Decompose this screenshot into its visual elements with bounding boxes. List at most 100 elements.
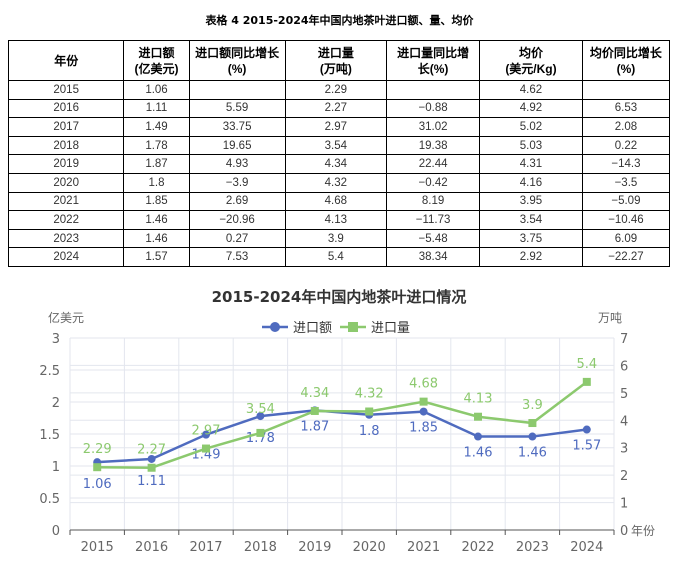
x-tick-label: 2017 — [189, 540, 222, 555]
legend-label: 进口额 — [293, 321, 332, 336]
table-cell: 6.09 — [581, 228, 671, 249]
x-tick-label: 2021 — [407, 540, 440, 555]
legend-marker — [270, 322, 280, 332]
table-row: 2024 1.57 7.53 5.4 38.34 2.92 −22.27 — [7, 247, 671, 267]
table-cell: −0.42 — [386, 172, 481, 193]
header-text: 进口额 — [138, 45, 175, 60]
table-row: 2023 1.46 0.27 3.9 −5.48 3.75 6.09 — [7, 228, 671, 249]
table-cell: 4.93 — [188, 154, 286, 174]
data-point — [256, 412, 265, 421]
header-text: 均价 — [518, 45, 543, 60]
data-label: 4.34 — [300, 386, 329, 401]
column-header: 年份 — [7, 40, 125, 81]
data-label: 1.8 — [359, 424, 380, 439]
legend-label: 进口量 — [371, 321, 410, 336]
column-header: 进口量 (万吨) — [284, 40, 388, 81]
x-tick-label: 2016 — [135, 540, 168, 555]
table-row: 2018 1.78 19.65 3.54 19.38 5.03 0.22 — [7, 135, 671, 156]
table-cell: 3.54 — [479, 210, 583, 230]
table-cell: 3.9 — [284, 228, 388, 249]
table-row: 2021 1.85 2.69 4.68 8.19 3.95 −5.09 — [7, 191, 671, 212]
x-tick-label: 2020 — [353, 540, 386, 555]
table-cell: 7.53 — [188, 247, 286, 267]
table-cell: 2.92 — [479, 247, 583, 267]
x-tick-label: 2024 — [570, 540, 603, 555]
table-cell: 4.92 — [479, 98, 583, 119]
x-tick-label: 2018 — [244, 540, 277, 555]
import-table: 年份 进口额 (亿美元) 进口额同比增长 (%) 进口量 (万吨) 进口量同比增 长(%) 均价(… — [7, 40, 671, 267]
table-cell: 1.06 — [123, 80, 190, 100]
table-cell: 3.54 — [284, 135, 388, 156]
data-point — [582, 377, 591, 386]
y2-tick-label: 5 — [620, 387, 628, 402]
data-label: 4.13 — [464, 392, 493, 407]
table-cell — [386, 80, 481, 100]
data-label: 1.11 — [137, 474, 166, 489]
table-cell: 1.46 — [123, 228, 190, 249]
data-label: 3.54 — [246, 402, 275, 417]
table-cell: 4.34 — [284, 154, 388, 174]
data-label: 2.27 — [137, 443, 166, 458]
table-cell: 1.85 — [123, 191, 190, 212]
table-cell: 4.13 — [284, 210, 388, 230]
y2-tick-label: 2 — [620, 469, 628, 484]
table-cell: 2021 — [7, 191, 125, 212]
data-label: 1.85 — [409, 421, 438, 436]
y-tick-label: 0 — [52, 524, 60, 539]
table-cell: 3.95 — [479, 191, 583, 212]
data-point — [528, 432, 537, 441]
table-cell: 2020 — [7, 172, 125, 193]
table-cell: −3.5 — [581, 172, 671, 193]
table-cell: −14.3 — [581, 154, 671, 174]
x-tick-label: 2015 — [81, 540, 114, 555]
y2-axis-label: 万吨 — [598, 311, 622, 325]
y2-tick-label: 4 — [620, 414, 628, 429]
column-header: 均价同比增长 (%) — [581, 40, 671, 81]
y-tick-label: 1 — [52, 460, 60, 475]
data-label: 2.29 — [83, 442, 112, 457]
data-point — [474, 412, 482, 421]
table-cell: −20.96 — [188, 210, 286, 230]
data-point — [310, 406, 319, 415]
table-cell: −22.27 — [581, 247, 671, 267]
table-cell: 5.03 — [479, 135, 583, 156]
table-row: 2020 1.8 −3.9 4.32 −0.42 4.16 −3.5 — [7, 172, 671, 193]
table-cell: 2.29 — [284, 80, 388, 100]
table-cell: 4.68 — [284, 191, 388, 212]
column-header: 进口量同比增 长(%) — [386, 40, 481, 81]
y-tick-label: 3 — [52, 332, 60, 347]
table-cell: 5.02 — [479, 117, 583, 137]
table-cell: −11.73 — [386, 210, 481, 230]
data-label: 4.68 — [409, 377, 438, 392]
header-text: (美元/Kg) — [505, 61, 557, 76]
table-cell: −5.09 — [581, 191, 671, 212]
table-cell: −5.48 — [386, 228, 481, 249]
data-point — [474, 432, 482, 441]
table-cell: 1.87 — [123, 154, 190, 174]
table-cell: 0.22 — [581, 135, 671, 156]
y-tick-label: 1.5 — [39, 428, 60, 443]
header-text: (%) — [616, 61, 636, 76]
table-cell: 1.49 — [123, 117, 190, 137]
table-cell: 2018 — [7, 135, 125, 156]
header-text: (亿美元) — [134, 61, 179, 76]
table-cell: 1.8 — [123, 172, 190, 193]
data-point — [202, 444, 210, 453]
x-tick-label: 2022 — [461, 540, 494, 555]
y2-tick-label: 0 — [620, 524, 628, 539]
data-label: 1.57 — [572, 439, 601, 454]
header-text: (万吨) — [319, 61, 352, 76]
data-point — [528, 419, 537, 428]
data-label: 1.46 — [464, 446, 493, 461]
y2-tick-label: 6 — [620, 359, 628, 374]
table-row: 2016 1.11 5.59 2.27 −0.88 4.92 6.53 — [7, 98, 671, 119]
header-text: 进口额同比增长 — [195, 45, 280, 60]
data-label: 2.97 — [192, 424, 221, 439]
header-text: 进口量 — [317, 45, 354, 60]
data-label: 1.06 — [83, 477, 112, 492]
table-cell: 8.19 — [386, 191, 481, 212]
table-cell: 2.08 — [581, 117, 671, 137]
table-cell — [188, 80, 286, 100]
y2-tick-label: 1 — [620, 497, 628, 512]
